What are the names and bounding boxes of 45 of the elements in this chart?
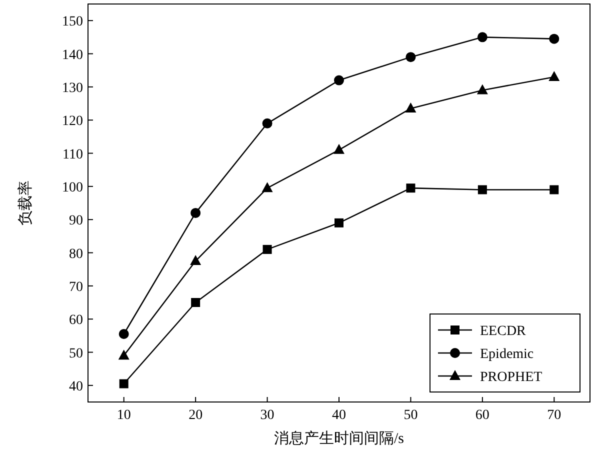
y-tick-label: 110 [62,147,83,162]
x-tick-label: 20 [188,408,203,423]
y-tick-label: 140 [62,48,83,63]
point [548,70,560,81]
x-tick-label: 60 [475,408,490,423]
legend-label: Epidemic [480,347,534,362]
y-axis-title: 负载率 [17,180,34,226]
y-tick-label: 150 [62,14,83,30]
point [478,185,487,194]
x-tick-label: 50 [404,408,418,423]
point [262,118,272,128]
point [262,244,272,254]
y-tick-label: 60 [69,313,83,328]
point [476,84,488,94]
x-axis-title: 消息产生时间间隔/s [274,430,404,447]
point [334,218,344,228]
legend-label: PROPHET [480,370,543,385]
point [262,182,273,192]
point [550,185,559,194]
y-tick-label: 120 [62,114,83,130]
x-tick-label: 30 [260,408,274,423]
point [190,255,202,266]
y-tick-label: 50 [69,346,83,362]
point [334,144,344,154]
point [549,34,560,44]
point [477,32,488,42]
y-tick-label: 130 [62,80,83,96]
y-tick-label: 40 [69,379,83,394]
y-tick-label: 100 [62,180,83,196]
point [334,75,344,86]
x-tick-label: 40 [332,408,346,423]
point [118,329,129,340]
legend-label: EECDR [480,324,527,339]
x-tick-label: 70 [547,408,562,423]
x-tick-label: 10 [116,408,131,423]
point [406,52,416,62]
point [190,208,201,218]
point [191,298,200,307]
point [118,350,130,360]
y-tick-label: 80 [69,246,83,262]
point [406,184,416,193]
y-tick-label: 90 [69,214,83,229]
point [119,379,128,388]
y-tick-label: 70 [69,280,83,295]
point [405,102,416,112]
